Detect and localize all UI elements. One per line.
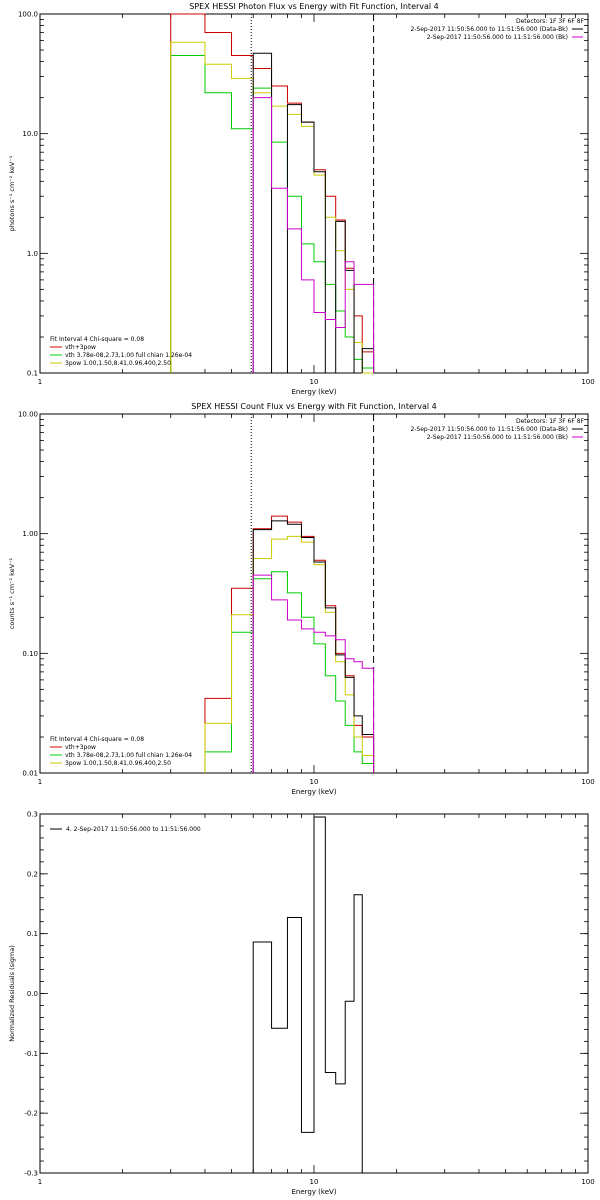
legend-entry: 3pow 1.00,1.50,8.41,0.96,400,2.50 [65, 360, 171, 367]
legend-entry: vth 3.78e-08,2.73,1.00 full chian 1.26e-… [65, 352, 192, 359]
plot-frame [39, 13, 589, 374]
x-tick-label: 10 [310, 1178, 319, 1186]
series-1-histogram [204, 571, 375, 773]
x-axis-label: Energy (keV) [291, 788, 336, 796]
x-tick-label: 1 [38, 778, 42, 786]
x-tick-label: 1 [38, 1178, 42, 1186]
series-0-histogram [170, 13, 375, 373]
y-tick-label: 0.0 [27, 990, 38, 998]
header-line: 2-Sep-2017 11:50:56.000 to 11:51:56.000 … [410, 26, 568, 33]
header-line: 2-Sep-2017 11:50:56.000 to 11:51:56.000 … [427, 434, 568, 441]
y-tick-label: 0.1 [27, 370, 38, 378]
header-line: Detectors: 1F 3F 6F 8F [516, 418, 585, 425]
header-line: 2-Sep-2017 11:50:56.000 to 11:51:56.000 … [427, 34, 568, 41]
legend-title: Fit Interval 4 Chi-square = 0.08 [50, 336, 144, 343]
y-tick-label: 0.2 [27, 870, 38, 878]
legend-entry: vth+3pow [65, 344, 96, 351]
x-tick-label: 100 [581, 1178, 594, 1186]
chart-title: SPEX HESSI Count Flux vs Energy with Fit… [191, 402, 436, 411]
y-tick-label: -0.1 [24, 1050, 38, 1058]
y-axis-label: photons s⁻¹ cm⁻² keV⁻¹ [8, 155, 16, 231]
x-tick-label: 10 [310, 378, 319, 386]
y-tick-label: 1.00 [22, 530, 38, 538]
x-tick-label: 100 [581, 378, 594, 386]
y-tick-label: 1.0 [27, 250, 38, 258]
y-axis-label: Normalized Residuals (sigma) [8, 945, 16, 1042]
series-3-histogram [252, 52, 375, 373]
series-1-histogram [170, 54, 375, 373]
legend-entry: 4. 2-Sep-2017 11:50:56.000 to 11:51:56.0… [66, 826, 201, 833]
y-tick-label: 0.01 [22, 770, 38, 778]
legend-entry: 3pow 1.00,1.50,8.41,0.96,400,2.50 [65, 760, 171, 767]
legend-entry: vth 3.78e-08,2.73,1.00 full chian 1.26e-… [65, 752, 192, 759]
y-tick-label: 0.1 [27, 930, 38, 938]
y-tick-label: 0.3 [27, 811, 38, 819]
legend-entry: vth+3pow [65, 744, 96, 751]
x-tick-label: 10 [310, 778, 319, 786]
series-2-histogram [204, 535, 375, 773]
x-axis-label: Energy (keV) [291, 1188, 336, 1196]
residuals-panel: 1 10 100 -0.3 -0.2 -0.1 0.0 0.1 0.2 0.3 Energy (ke… [8, 811, 595, 1197]
header-line: 2-Sep-2017 11:50:56.000 to 11:51:56.000 … [410, 426, 568, 433]
count-flux-panel: SPEX HESSI Count Flux vs Energy with Fit… [8, 402, 595, 796]
y-tick-label: 0.10 [22, 650, 38, 658]
series-4-histogram [252, 97, 375, 373]
series-3-histogram [252, 520, 375, 773]
chart-title: SPEX HESSI Photon Flux vs Energy with Fi… [189, 2, 439, 11]
plot-frame [39, 413, 589, 774]
y-tick-label: -0.2 [24, 1110, 38, 1118]
y-tick-label: 10.00 [18, 411, 38, 419]
x-axis-label: Energy (keV) [291, 388, 336, 396]
y-tick-label: 100.0 [18, 11, 38, 19]
photon-flux-panel: SPEX HESSI Photon Flux vs Energy with Fi… [8, 2, 595, 396]
y-tick-label: 10.0 [22, 130, 38, 138]
series-2-histogram [170, 41, 374, 374]
header-line: Detectors: 1F 3F 6F 8F [516, 18, 585, 25]
legend-title: Fit Interval 4 Chi-square = 0.08 [50, 736, 144, 743]
series-4-histogram [252, 574, 375, 773]
x-tick-label: 1 [38, 378, 42, 386]
x-tick-label: 100 [581, 778, 594, 786]
series-0-histogram [252, 816, 363, 1173]
y-tick-label: -0.3 [24, 1170, 38, 1178]
series-0-histogram [204, 515, 375, 773]
y-axis-label: counts s⁻¹ cm⁻² keV⁻¹ [8, 557, 16, 629]
